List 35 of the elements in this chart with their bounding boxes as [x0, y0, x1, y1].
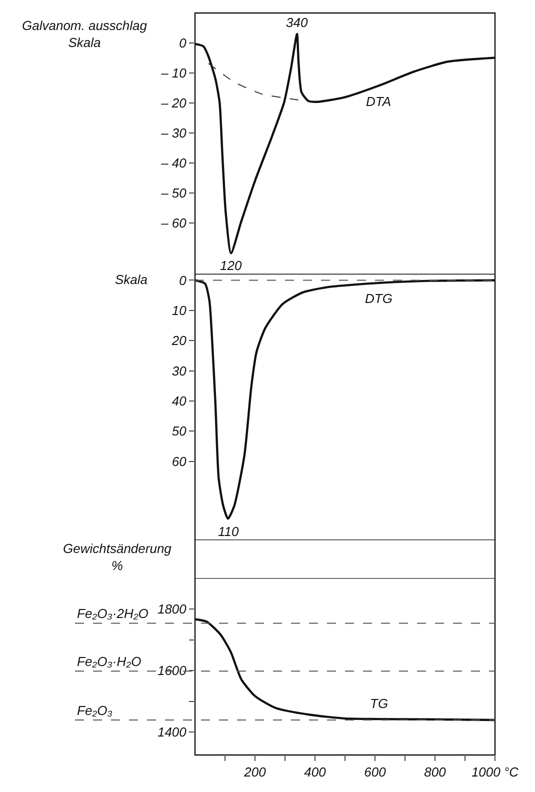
annotation: 110 [218, 524, 240, 539]
x-tick-label: 600 [364, 764, 387, 780]
x-tick-label: 800 [424, 764, 447, 780]
x-tick-label: 400 [304, 764, 327, 780]
line-series [208, 62, 310, 102]
ref-line-label: Fe₂O₃ [77, 703, 112, 718]
x-tick-label: 200 [243, 764, 267, 780]
y-tick-label: 1800 [157, 602, 188, 617]
y-tick-label: 50 [172, 424, 188, 439]
y-tick-label: – 10 [160, 66, 188, 81]
y-tick-label: 0 [179, 272, 188, 288]
y-tick-label: 1600 [157, 663, 188, 678]
y-tick-label: 20 [170, 333, 188, 348]
y-axis-title: Gewichtsänderung % [63, 541, 172, 573]
x-tick-label: 1000 °C [471, 764, 520, 780]
y-tick-label: – 60 [160, 216, 188, 231]
ref-line-label: Fe₂O₃·2H₂O [77, 606, 148, 621]
y-tick-label: 60 [172, 454, 188, 469]
series-label: DTA [366, 94, 392, 109]
y-tick-label: – 50 [160, 186, 188, 201]
series-label: DTG [365, 291, 392, 306]
y-tick-label: – 30 [160, 126, 188, 141]
y-axis-title: Galvanom. ausschlag Skala [22, 18, 148, 50]
y-axis-title: Skala [115, 272, 148, 287]
y-tick-label: – 40 [160, 156, 188, 171]
annotation: 120 [220, 258, 242, 273]
y-tick-label: 10 [172, 302, 188, 318]
ref-line-label: Fe₂O₃·H₂O [77, 654, 142, 669]
y-tick-label: 0 [179, 36, 188, 51]
series-label: TG [370, 696, 388, 711]
y-tick-label: – 20 [160, 96, 188, 111]
y-tick-label: 1400 [157, 724, 188, 740]
y-tick-label: 30 [172, 363, 188, 378]
annotation: 340 [286, 15, 308, 30]
y-tick-label: 40 [172, 394, 188, 409]
